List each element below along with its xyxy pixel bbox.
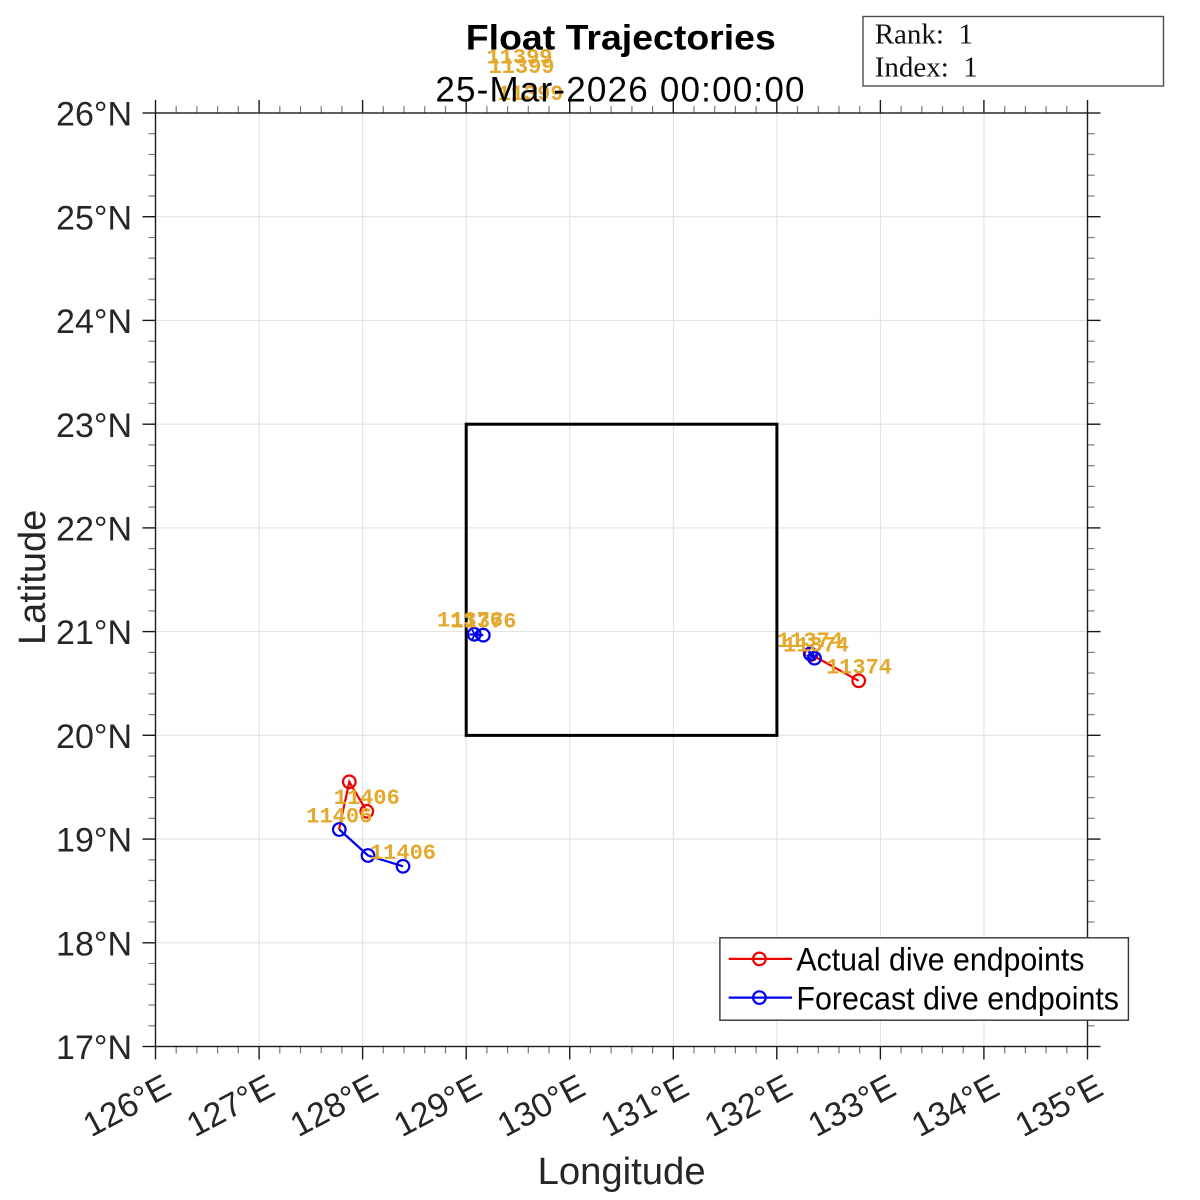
svg-text:Rank: 1: Rank: 1 xyxy=(875,19,973,51)
svg-text:11406: 11406 xyxy=(370,841,436,866)
svg-text:17°N: 17°N xyxy=(56,1029,132,1067)
svg-text:Latitude: Latitude xyxy=(12,510,54,645)
svg-text:11376: 11376 xyxy=(450,610,516,635)
svg-text:Actual dive endpoints: Actual dive endpoints xyxy=(796,942,1084,978)
svg-text:19°N: 19°N xyxy=(56,822,132,860)
svg-text:11406: 11406 xyxy=(306,804,372,829)
svg-text:25°N: 25°N xyxy=(56,199,132,237)
svg-text:11399: 11399 xyxy=(497,82,563,107)
svg-text:11376: 11376 xyxy=(437,608,503,633)
svg-text:20°N: 20°N xyxy=(56,718,132,756)
svg-text:11374: 11374 xyxy=(826,655,892,680)
svg-text:Longitude: Longitude xyxy=(538,1151,706,1193)
svg-text:Index: 1: Index: 1 xyxy=(875,52,978,84)
svg-text:11374: 11374 xyxy=(783,634,849,659)
svg-text:24°N: 24°N xyxy=(56,303,132,341)
svg-text:25-Mar-2026 00:00:00: 25-Mar-2026 00:00:00 xyxy=(435,70,805,109)
svg-text:11399: 11399 xyxy=(488,55,554,80)
svg-text:Forecast dive endpoints: Forecast dive endpoints xyxy=(796,980,1119,1016)
svg-text:11374: 11374 xyxy=(777,629,843,654)
svg-text:11399: 11399 xyxy=(486,45,552,70)
svg-text:Float Trajectories: Float Trajectories xyxy=(466,19,776,58)
svg-text:18°N: 18°N xyxy=(56,925,132,963)
svg-text:23°N: 23°N xyxy=(56,407,132,445)
svg-text:22°N: 22°N xyxy=(56,511,132,549)
svg-text:26°N: 26°N xyxy=(56,96,132,134)
svg-text:11406: 11406 xyxy=(334,786,400,811)
svg-text:21°N: 21°N xyxy=(56,614,132,652)
